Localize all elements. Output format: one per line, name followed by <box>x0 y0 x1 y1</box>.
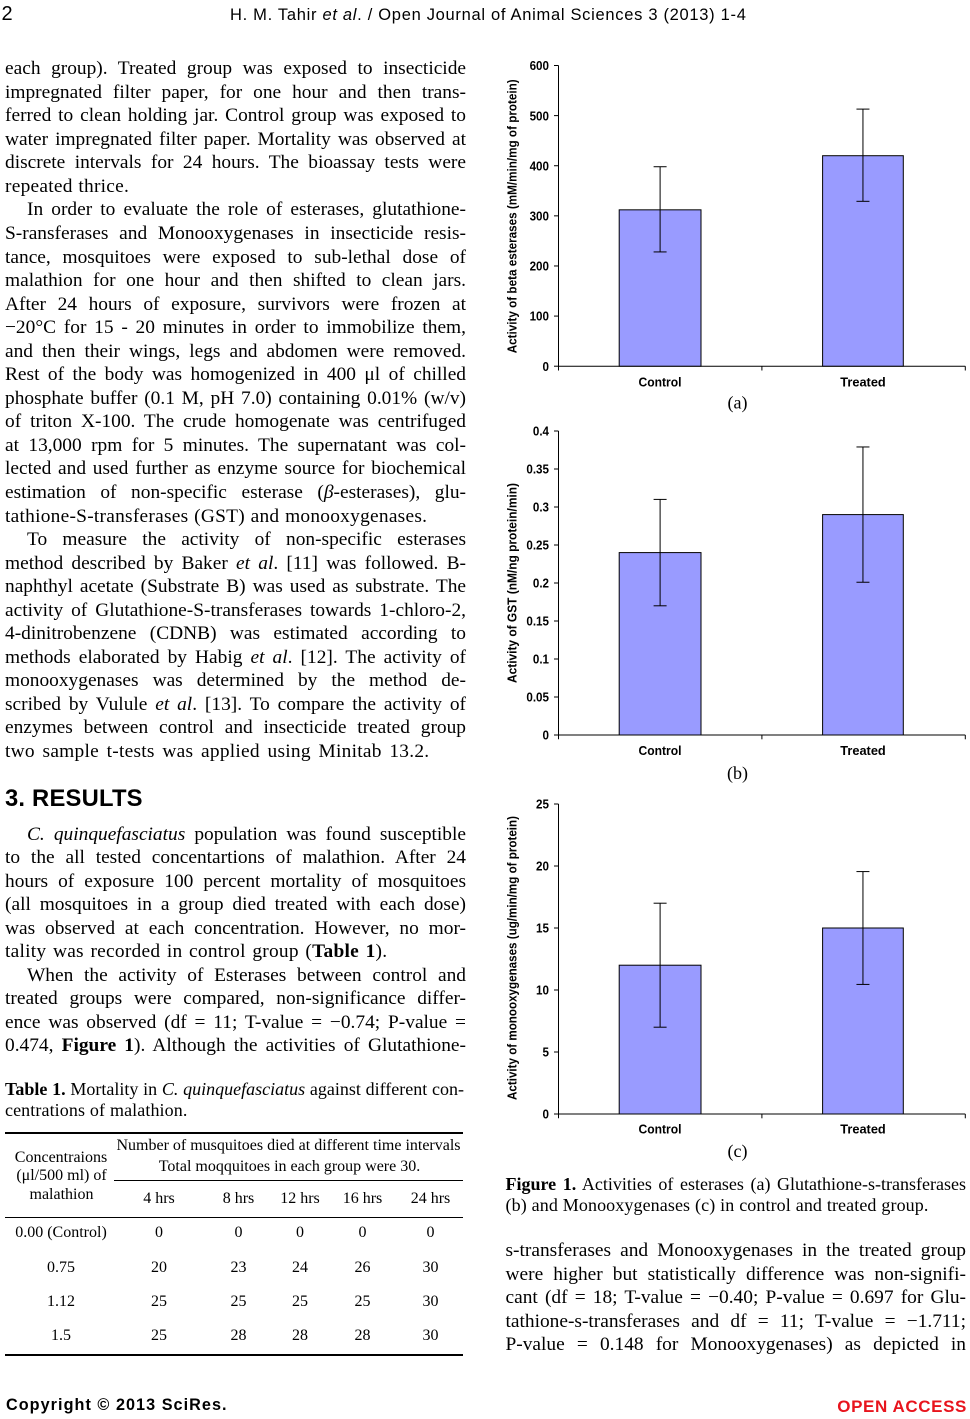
svg-text:10: 10 <box>536 983 549 998</box>
svg-text:15: 15 <box>536 921 549 936</box>
svg-text:(b): (b) <box>727 763 748 784</box>
svg-text:400: 400 <box>530 158 549 173</box>
svg-text:Treated: Treated <box>840 1122 886 1137</box>
svg-text:500: 500 <box>530 108 549 123</box>
svg-text:0.1: 0.1 <box>533 652 549 667</box>
svg-text:0: 0 <box>543 728 549 743</box>
svg-text:300: 300 <box>530 209 549 224</box>
svg-text:0.05: 0.05 <box>526 690 549 705</box>
svg-text:600: 600 <box>530 58 549 73</box>
svg-text:0.4: 0.4 <box>533 424 550 439</box>
svg-text:Activity of GST (nM/ng protein: Activity of GST (nM/ng protein/min) <box>505 483 520 683</box>
svg-text:(a): (a) <box>728 393 748 414</box>
svg-text:5: 5 <box>543 1045 549 1060</box>
svg-text:0.2: 0.2 <box>533 576 549 591</box>
svg-text:Activity of monooxygenases (ug: Activity of monooxygenases (ug/min/mg of… <box>505 816 520 1100</box>
svg-text:Control: Control <box>639 1122 682 1137</box>
svg-text:(c): (c) <box>728 1141 748 1162</box>
svg-text:0.35: 0.35 <box>526 462 549 477</box>
svg-text:Activity of beta esterases (mM: Activity of beta esterases (mM/min/mg of… <box>505 79 520 353</box>
svg-text:100: 100 <box>530 309 549 324</box>
svg-text:Control: Control <box>639 743 682 758</box>
svg-text:Treated: Treated <box>840 374 886 389</box>
svg-text:0.15: 0.15 <box>526 614 549 629</box>
svg-text:0: 0 <box>543 1107 549 1122</box>
svg-text:Treated: Treated <box>840 743 886 758</box>
svg-text:20: 20 <box>536 859 549 874</box>
svg-text:Control: Control <box>639 374 682 389</box>
svg-text:25: 25 <box>536 797 549 812</box>
svg-text:0.3: 0.3 <box>533 500 549 515</box>
svg-text:0: 0 <box>543 359 549 374</box>
svg-text:200: 200 <box>530 259 549 274</box>
svg-text:0.25: 0.25 <box>526 538 549 553</box>
